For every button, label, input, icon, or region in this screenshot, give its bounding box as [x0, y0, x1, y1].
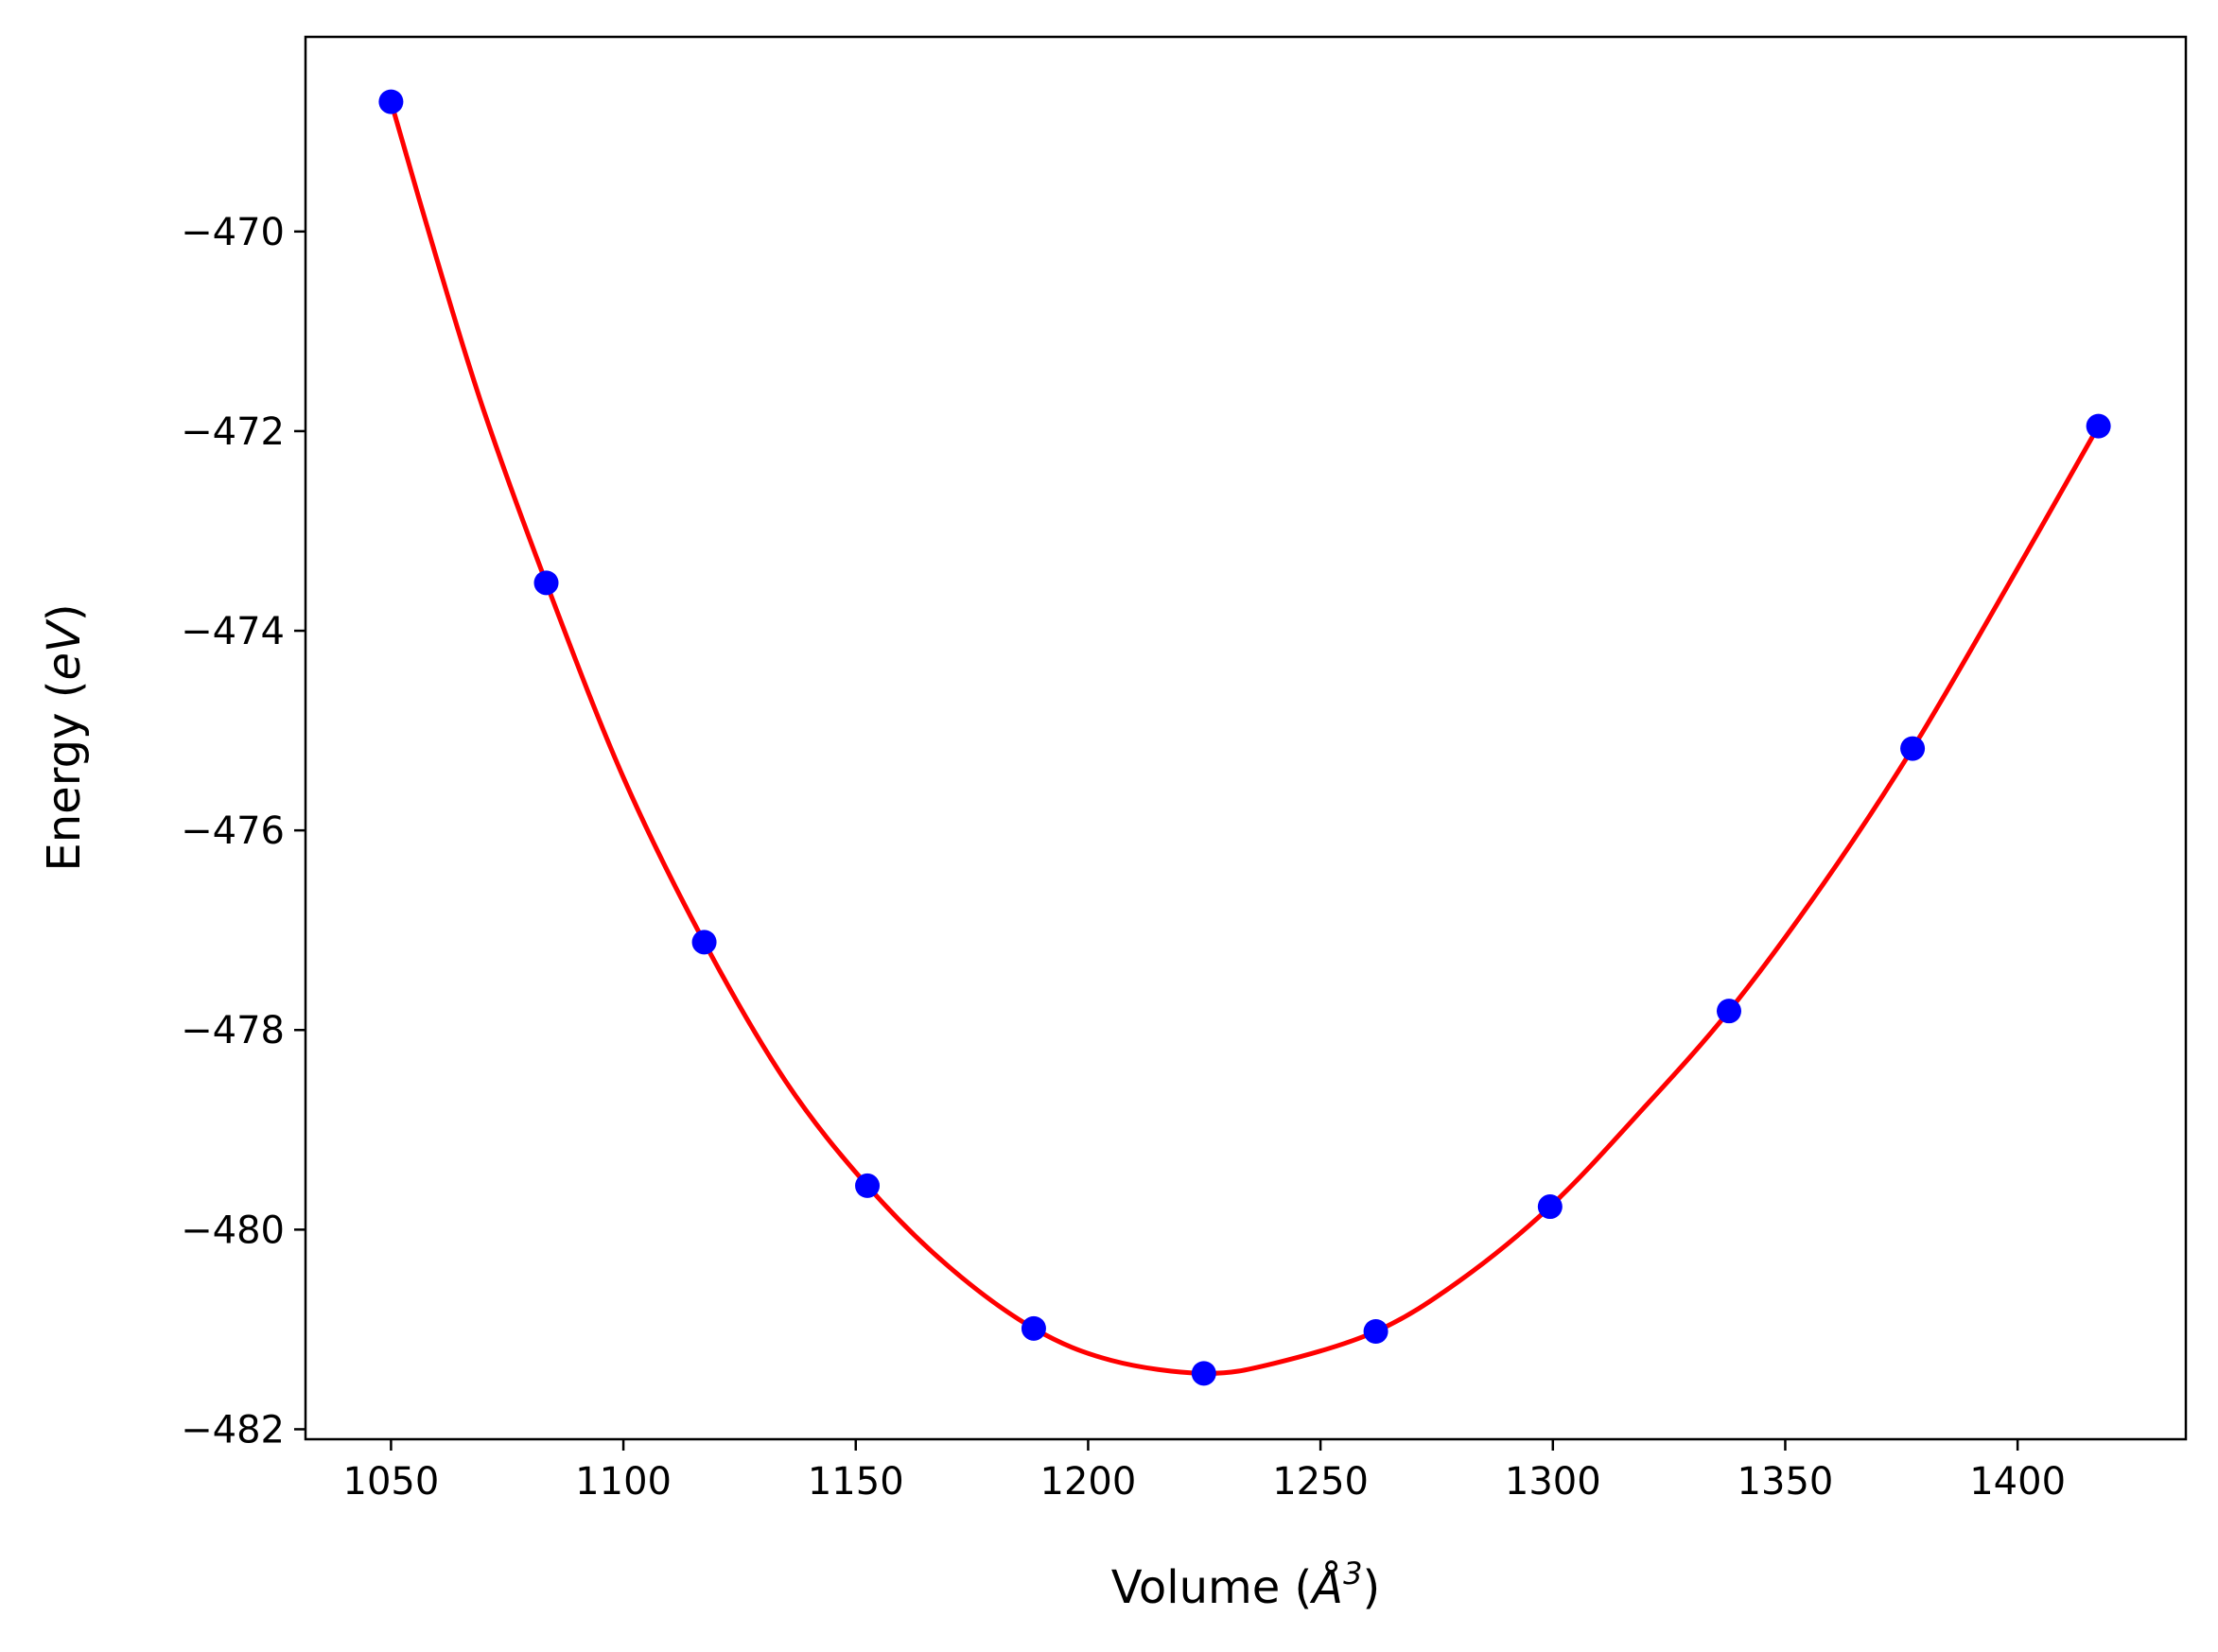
y-tick-label: −470 [181, 211, 285, 254]
y-tick-label: −474 [181, 610, 285, 653]
x-tick-label: 1200 [1040, 1460, 1137, 1504]
x-axis-title: Volume (Å3) [1111, 1556, 1380, 1614]
x-tick-label: 1350 [1738, 1460, 1834, 1504]
y-tick-label: −480 [181, 1209, 285, 1252]
data-point [1363, 1319, 1388, 1344]
data-point [1717, 999, 1741, 1024]
data-point [1900, 736, 1926, 761]
fit-curve-line [389, 100, 2101, 1376]
plot-area [378, 89, 2111, 1386]
x-tick-label: 1050 [343, 1460, 440, 1504]
y-tick-label: −472 [181, 410, 285, 454]
x-tick-label: 1150 [808, 1460, 904, 1504]
y-tick-label: −478 [181, 1009, 285, 1052]
y-tick-label: −476 [181, 809, 285, 853]
data-point [1537, 1194, 1563, 1220]
data-point [533, 570, 559, 596]
x-tick-label: 1250 [1272, 1460, 1369, 1504]
x-tick-label: 1100 [575, 1460, 672, 1504]
data-point [855, 1173, 881, 1198]
axes-frame [304, 35, 2188, 1441]
data-point [2086, 413, 2111, 439]
y-tick-label: −482 [181, 1408, 285, 1452]
data-point [691, 930, 717, 955]
data-point [1191, 1361, 1216, 1386]
x-axis: 1050 1100 1150 1200 1250 1300 1350 1400 [343, 1439, 2066, 1504]
x-tick-label: 1400 [1969, 1460, 2066, 1504]
y-axis-title: Energy (eV) [38, 603, 91, 871]
data-point [378, 89, 404, 114]
x-tick-label: 1300 [1505, 1460, 1601, 1504]
y-axis: −482 −480 −478 −476 −474 −472 −470 [181, 211, 306, 1452]
data-point [1021, 1315, 1046, 1341]
